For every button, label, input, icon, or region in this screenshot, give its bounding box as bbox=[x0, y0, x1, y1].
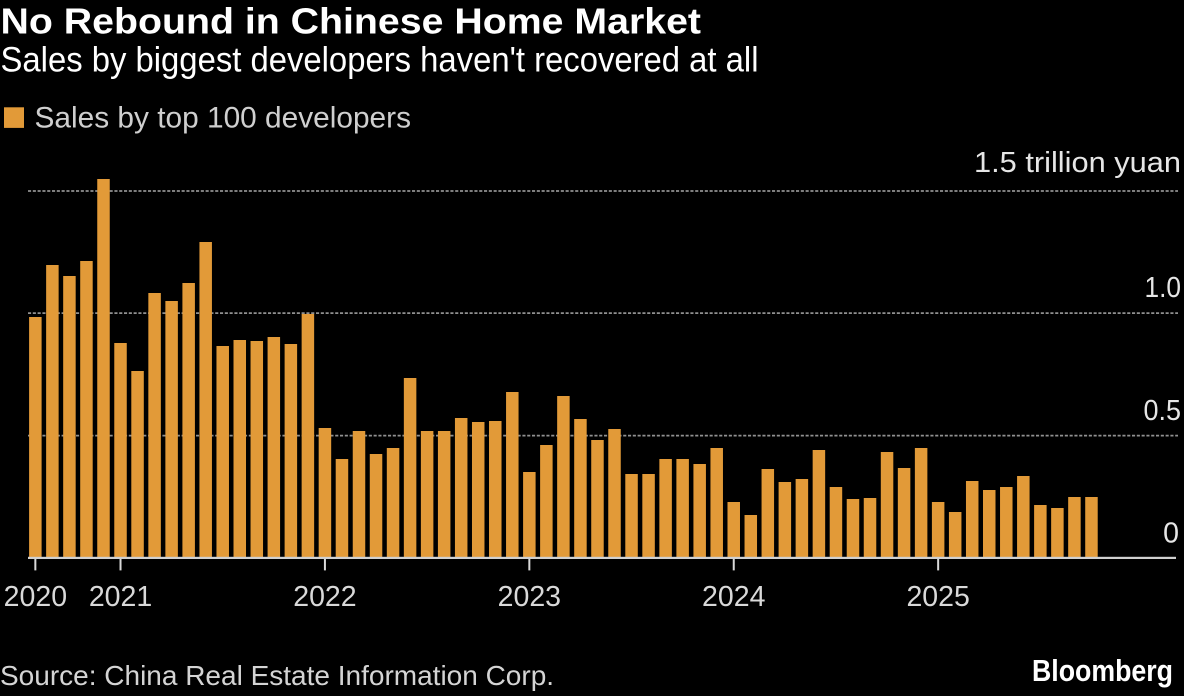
svg-text:2022: 2022 bbox=[293, 581, 356, 613]
svg-text:Sales by top 100 developers: Sales by top 100 developers bbox=[35, 101, 412, 134]
svg-text:2025: 2025 bbox=[906, 581, 969, 613]
svg-text:1.5 trillion yuan: 1.5 trillion yuan bbox=[974, 147, 1181, 179]
svg-text:0: 0 bbox=[1163, 518, 1179, 550]
svg-text:No Rebound in Chinese Home Mar: No Rebound in Chinese Home Market bbox=[1, 1, 702, 42]
svg-text:2020: 2020 bbox=[4, 581, 67, 613]
svg-text:0.5: 0.5 bbox=[1144, 395, 1182, 427]
svg-text:2023: 2023 bbox=[498, 581, 561, 613]
svg-text:1.0: 1.0 bbox=[1145, 272, 1182, 304]
svg-text:Source: China Real Estate Info: Source: China Real Estate Information Co… bbox=[0, 660, 554, 691]
svg-text:2021: 2021 bbox=[89, 581, 152, 613]
svg-text:Bloomberg: Bloomberg bbox=[1032, 654, 1173, 688]
svg-text:Sales by biggest developers ha: Sales by biggest developers haven't reco… bbox=[1, 41, 759, 80]
svg-text:2024: 2024 bbox=[702, 581, 766, 613]
